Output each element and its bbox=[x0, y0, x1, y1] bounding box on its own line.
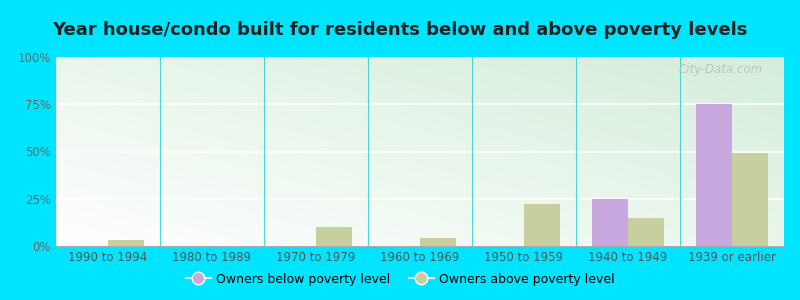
Bar bbox=[420, 238, 456, 246]
Bar bbox=[108, 240, 145, 246]
Bar bbox=[316, 227, 352, 246]
Bar bbox=[628, 218, 664, 246]
Text: City-Data.com: City-Data.com bbox=[678, 63, 762, 76]
Bar bbox=[592, 199, 628, 246]
Legend: Owners below poverty level, Owners above poverty level: Owners below poverty level, Owners above… bbox=[181, 268, 619, 291]
Text: Year house/condo built for residents below and above poverty levels: Year house/condo built for residents bel… bbox=[52, 21, 748, 39]
Bar bbox=[732, 153, 768, 246]
Bar bbox=[524, 204, 560, 246]
Bar bbox=[696, 104, 732, 246]
